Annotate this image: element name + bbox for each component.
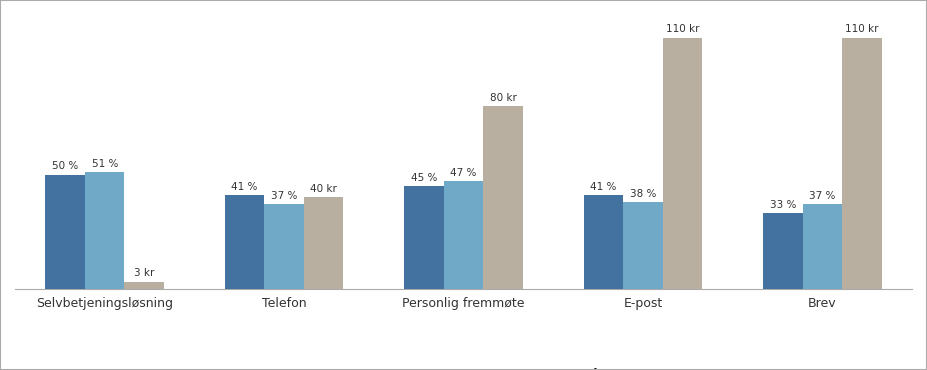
Bar xyxy=(264,204,304,289)
Text: 3 kr: 3 kr xyxy=(134,268,155,278)
Text: 110 kr: 110 kr xyxy=(845,24,879,34)
Bar xyxy=(763,213,803,289)
Legend: Kontakten var effektiv, Mine behov ble godt ivaretatt, Anslått kostnad per henve: Kontakten var effektiv, Mine behov ble g… xyxy=(159,363,768,370)
Bar xyxy=(803,204,842,289)
Text: 37 %: 37 % xyxy=(809,191,835,201)
Text: 40 kr: 40 kr xyxy=(311,184,337,194)
Bar xyxy=(663,38,702,289)
Bar xyxy=(483,106,523,289)
Text: 33 %: 33 % xyxy=(769,200,796,210)
Text: 80 kr: 80 kr xyxy=(489,93,516,103)
Bar xyxy=(45,175,85,289)
Bar xyxy=(304,198,343,289)
Text: 41 %: 41 % xyxy=(232,182,258,192)
Text: 45 %: 45 % xyxy=(411,172,438,182)
Bar xyxy=(85,172,124,289)
Bar xyxy=(404,186,444,289)
Text: 50 %: 50 % xyxy=(52,161,79,171)
Text: 37 %: 37 % xyxy=(271,191,298,201)
Text: 38 %: 38 % xyxy=(629,189,656,199)
Bar xyxy=(842,38,882,289)
Bar xyxy=(124,282,164,289)
Text: 47 %: 47 % xyxy=(451,168,476,178)
Bar xyxy=(584,195,623,289)
Bar xyxy=(623,202,663,289)
Text: 51 %: 51 % xyxy=(92,159,118,169)
Bar xyxy=(444,181,483,289)
Text: 41 %: 41 % xyxy=(590,182,616,192)
Bar xyxy=(225,195,264,289)
Text: 110 kr: 110 kr xyxy=(666,24,699,34)
